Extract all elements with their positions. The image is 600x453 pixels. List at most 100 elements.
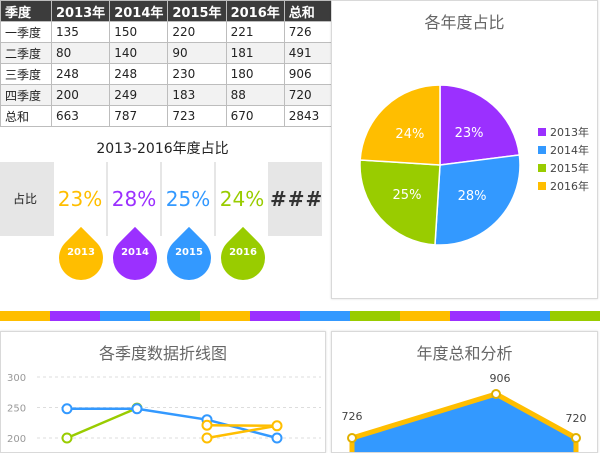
table-cell: 220 xyxy=(167,21,227,43)
table-cell: 135 xyxy=(50,21,111,43)
table-cell: 88 xyxy=(225,84,285,106)
area-title: 年度总和分析 xyxy=(416,344,513,363)
line-point xyxy=(271,432,283,444)
table-cell: 2843 xyxy=(283,105,344,127)
pie-slice-3 xyxy=(359,84,441,166)
table-cell: 221 xyxy=(225,21,285,43)
drop-2016-icon xyxy=(211,226,275,290)
header-2013: 2013年 xyxy=(50,0,111,22)
table-cell: 723 xyxy=(167,105,227,127)
table-cell: 663 xyxy=(50,105,111,127)
pie-slice-2 xyxy=(359,159,441,246)
stripe-segment xyxy=(300,311,351,321)
table-cell: 720 xyxy=(283,84,344,106)
drop-2014-label: 2014 xyxy=(121,247,149,258)
drop-2013-label: 2013 xyxy=(67,247,95,258)
drop-2015-icon xyxy=(157,226,221,290)
table-row: 总和 663 787 723 670 2843 xyxy=(0,105,344,127)
table-cell: 181 xyxy=(225,42,285,64)
line-panel: 各季度数据折线图 300 250 200 xyxy=(0,331,326,453)
stripe-segment xyxy=(200,311,251,321)
pie-label: 25% xyxy=(393,188,422,203)
pie-title: 各年度占比 xyxy=(424,13,505,32)
ratio-label: 占比 xyxy=(12,192,37,206)
table-cell: 248 xyxy=(109,63,169,85)
area-label: 726 xyxy=(342,410,363,423)
legend-label: 2014年 xyxy=(550,143,589,157)
header-total: 总和 xyxy=(283,0,344,22)
table-cell: 150 xyxy=(109,21,169,43)
table-cell: 总和 xyxy=(0,105,52,127)
header-2014: 2014年 xyxy=(109,0,169,22)
table-cell: 三季度 xyxy=(0,63,52,85)
line-point xyxy=(131,403,143,415)
line-chart: 300 250 200 xyxy=(7,373,321,445)
ratio-2016: 24% xyxy=(216,162,268,236)
table-cell: 四季度 xyxy=(0,84,52,106)
table-row: 二季度 80 140 90 181 491 xyxy=(0,42,344,64)
table-cell: 183 xyxy=(167,84,227,106)
table-cell: 670 xyxy=(225,105,285,127)
table-cell: 230 xyxy=(167,63,227,85)
stripe-segment xyxy=(250,311,301,321)
pie-label: 24% xyxy=(395,127,424,142)
table-cell: 二季度 xyxy=(0,42,52,64)
area-label: 906 xyxy=(490,372,511,385)
table-cell: 180 xyxy=(225,63,285,85)
table-cell: 80 xyxy=(50,42,111,64)
ratio-2014: 28% xyxy=(108,162,160,236)
legend-swatch xyxy=(538,164,546,172)
y-tick-label: 250 xyxy=(7,404,26,415)
table-cell: 90 xyxy=(167,42,227,64)
ratio-overflow: ### xyxy=(270,162,322,236)
ratio-band xyxy=(0,162,322,236)
area-chart: 726 906 720 xyxy=(342,372,587,452)
legend-swatch xyxy=(538,128,546,136)
legend-swatch xyxy=(538,182,546,190)
legend-label: 2013年 xyxy=(550,125,589,139)
legend-swatch xyxy=(538,146,546,154)
y-tick-label: 300 xyxy=(7,373,26,384)
pie-panel: 各年度占比 23% 28% 25% 24% 2013年 2014年 2015年 2016年 xyxy=(331,0,598,299)
ratio-title: 2013-2016年度占比 xyxy=(96,141,229,157)
stripe-segment xyxy=(400,311,451,321)
legend-label: 2015年 xyxy=(550,161,589,175)
table-cell: 726 xyxy=(283,21,344,43)
line-series xyxy=(66,406,138,440)
table-row: 四季度 200 249 183 88 720 xyxy=(0,84,344,106)
stripe-segment xyxy=(450,311,501,321)
drop-2014-icon xyxy=(103,226,167,290)
line-point xyxy=(61,432,73,444)
y-tick-label: 200 xyxy=(7,434,26,445)
table-cell: 一季度 xyxy=(0,21,52,43)
area-point xyxy=(491,389,501,399)
header-2016: 2016年 xyxy=(225,0,285,22)
table-cell: 787 xyxy=(109,105,169,127)
stripe-segment xyxy=(0,311,51,321)
pie-label: 28% xyxy=(458,189,487,204)
drop-2016-label: 2016 xyxy=(229,247,257,258)
pie-label: 23% xyxy=(455,126,484,141)
table-header-row: 季度 2013年 2014年 2015年 2016年 总和 xyxy=(0,0,344,22)
table-row: 三季度 248 248 230 180 906 xyxy=(0,63,344,85)
color-stripe xyxy=(0,311,600,321)
line-title: 各季度数据折线图 xyxy=(98,344,227,363)
table-cell: 248 xyxy=(50,63,111,85)
drop-2013-icon xyxy=(49,226,113,290)
legend-label: 2016年 xyxy=(550,179,589,193)
table-cell: 491 xyxy=(283,42,344,64)
table-row: 一季度 135 150 220 221 726 xyxy=(0,21,344,43)
area-point xyxy=(347,433,357,443)
pie-slice-1 xyxy=(434,154,521,246)
stripe-segment xyxy=(550,311,600,321)
line-point xyxy=(201,419,213,431)
table-cell: 200 xyxy=(50,84,111,106)
line-point xyxy=(201,432,213,444)
area-point xyxy=(571,433,581,443)
stripe-segment xyxy=(350,311,401,321)
ratio-2015: 25% xyxy=(162,162,214,236)
stripe-segment xyxy=(150,311,201,321)
quarter-table: 季度 2013年 2014年 2015年 2016年 总和 一季度 135 15… xyxy=(0,0,344,127)
stripe-segment xyxy=(500,311,551,321)
pie-chart: 23% 28% 25% 24% 2013年 2014年 2015年 2016年 xyxy=(359,84,589,246)
